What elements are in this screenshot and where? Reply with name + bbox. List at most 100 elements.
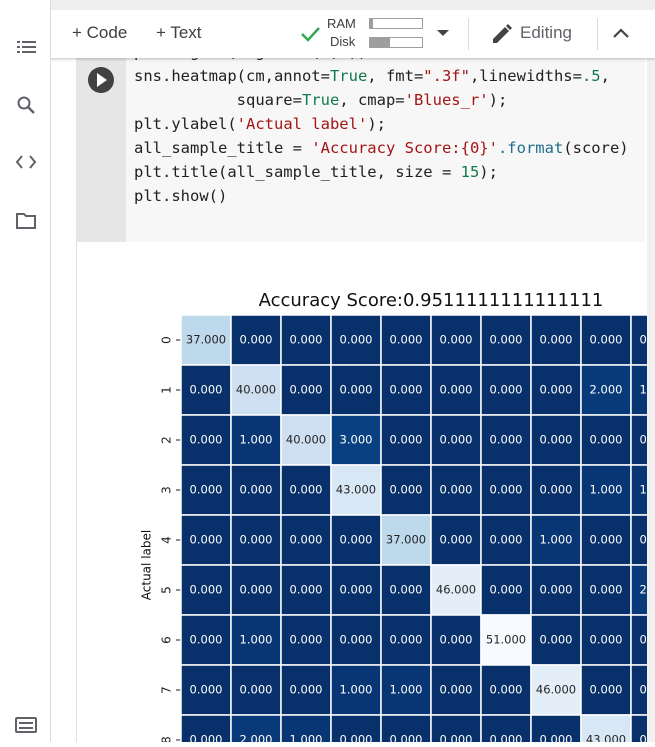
cell-label: 1.000 bbox=[640, 483, 648, 497]
cell-label: 0.000 bbox=[240, 483, 273, 497]
cell-label: 1.000 bbox=[390, 683, 423, 697]
cell-label: 0.000 bbox=[290, 333, 323, 347]
heatmap-cell bbox=[630, 414, 648, 466]
heatmap-cell bbox=[630, 564, 648, 616]
cell-label: 0.000 bbox=[590, 433, 623, 447]
heatmap-cell bbox=[630, 714, 648, 742]
heatmap-cell bbox=[180, 614, 232, 666]
heatmap-cell bbox=[280, 714, 332, 742]
cell-label: 40.000 bbox=[286, 433, 326, 447]
run-button[interactable] bbox=[76, 40, 126, 120]
cell-label: 0.000 bbox=[440, 483, 473, 497]
y-tick-label: 4 bbox=[160, 536, 174, 544]
heatmap-cell bbox=[380, 564, 432, 616]
cell-label: 0.000 bbox=[540, 433, 573, 447]
heatmap-cell bbox=[480, 714, 532, 742]
connected-check bbox=[301, 27, 320, 42]
cell-label: 0.000 bbox=[590, 633, 623, 647]
divider bbox=[468, 18, 469, 50]
search-icon[interactable] bbox=[17, 96, 35, 114]
cell-label: 46.000 bbox=[536, 683, 576, 697]
code-token: plt.ylabel( bbox=[134, 115, 237, 133]
cell-label: 0.000 bbox=[540, 333, 573, 347]
cell-label: 0.000 bbox=[390, 433, 423, 447]
cell-label: 1.000 bbox=[540, 533, 573, 547]
cell-label: 0.000 bbox=[640, 683, 648, 697]
cell-label: 0.000 bbox=[190, 583, 223, 597]
cell-label: 0.000 bbox=[490, 333, 523, 347]
cell-label: 1.000 bbox=[640, 383, 648, 397]
heatmap-cell bbox=[580, 314, 632, 366]
heatmap-cell bbox=[630, 464, 648, 516]
cell-label: 0.000 bbox=[390, 583, 423, 597]
cell-label: 0.000 bbox=[290, 583, 323, 597]
files-icon[interactable] bbox=[16, 213, 36, 229]
cell-label: 0.000 bbox=[190, 633, 223, 647]
scrollbar[interactable] bbox=[647, 58, 655, 742]
heatmap-cell bbox=[430, 614, 482, 666]
cell-label: 1.000 bbox=[240, 633, 273, 647]
heatmap-cell bbox=[530, 414, 582, 466]
heatmap-cell bbox=[630, 664, 648, 716]
cell-label: 0.000 bbox=[640, 633, 648, 647]
cell-label: 0.000 bbox=[340, 333, 373, 347]
code-snippets-icon[interactable] bbox=[15, 155, 37, 169]
cell-label: 43.000 bbox=[586, 733, 626, 743]
editing-mode[interactable]: Editing bbox=[520, 23, 572, 42]
y-axis-label: Actual label bbox=[140, 530, 154, 600]
code-token: 15 bbox=[460, 163, 480, 181]
code-token: True bbox=[329, 67, 368, 85]
cell-label: 0.000 bbox=[440, 533, 473, 547]
cell-label: 37.000 bbox=[186, 333, 226, 347]
heatmap-cell bbox=[580, 414, 632, 466]
cell-label: 0.000 bbox=[590, 533, 623, 547]
output-area: Accuracy Score:0.9511111111111111 Actual… bbox=[76, 242, 648, 742]
heatmap-cell bbox=[530, 314, 582, 366]
cell-label: 2.000 bbox=[640, 583, 648, 597]
heatmap-cell bbox=[230, 714, 282, 742]
code-token: True bbox=[301, 91, 340, 109]
cell-label: 0.000 bbox=[440, 383, 473, 397]
heatmap-cell bbox=[530, 364, 582, 416]
cell-label: 0.000 bbox=[290, 483, 323, 497]
cell-label: 0.000 bbox=[390, 333, 423, 347]
code-token: (score) bbox=[563, 139, 629, 157]
y-tick-label: 6 bbox=[160, 636, 174, 644]
heatmap-cell bbox=[630, 314, 648, 366]
ram-bar bbox=[369, 18, 423, 29]
cell-label: 0.000 bbox=[190, 683, 223, 697]
code-line: plt.title(all_sample_title, size = 15); bbox=[134, 160, 498, 184]
cell-label: 0.000 bbox=[340, 533, 373, 547]
ram-label: RAM bbox=[327, 16, 356, 31]
heatmap-cell bbox=[180, 314, 232, 366]
cell-label: 0.000 bbox=[340, 383, 373, 397]
add-text-button[interactable]: + Text bbox=[156, 23, 202, 42]
terminal-icon[interactable] bbox=[15, 717, 37, 733]
heatmap-cell bbox=[180, 364, 232, 416]
cell-label: 0.000 bbox=[240, 683, 273, 697]
cell-label: 0.000 bbox=[490, 683, 523, 697]
heatmap-cell bbox=[580, 364, 632, 416]
heatmap-cell bbox=[480, 464, 532, 516]
cell-label: 0.000 bbox=[490, 533, 523, 547]
divider bbox=[597, 18, 598, 50]
cell-label: 0.000 bbox=[340, 583, 373, 597]
resources-dropdown[interactable] bbox=[436, 28, 450, 38]
heatmap-cell bbox=[430, 514, 482, 566]
toc-icon[interactable] bbox=[17, 41, 36, 53]
heatmap-cell bbox=[180, 664, 232, 716]
code-token: , fmt= bbox=[367, 67, 424, 85]
cell-gutter bbox=[76, 40, 126, 242]
code-token: , bbox=[600, 67, 610, 85]
add-code-button[interactable]: + Code bbox=[72, 23, 128, 42]
cell-label: 0.000 bbox=[540, 383, 573, 397]
heatmap-cell bbox=[630, 514, 648, 566]
collapse-button[interactable] bbox=[612, 26, 630, 40]
heatmap-cell bbox=[430, 664, 482, 716]
code-token: ); bbox=[367, 115, 386, 133]
heatmap-cell bbox=[630, 614, 648, 666]
heatmap-cell bbox=[530, 464, 582, 516]
code-editor[interactable]: plt.figure(figsize=(9,9))sns.heatmap(cm,… bbox=[126, 40, 645, 242]
cell-label: 0.000 bbox=[540, 633, 573, 647]
